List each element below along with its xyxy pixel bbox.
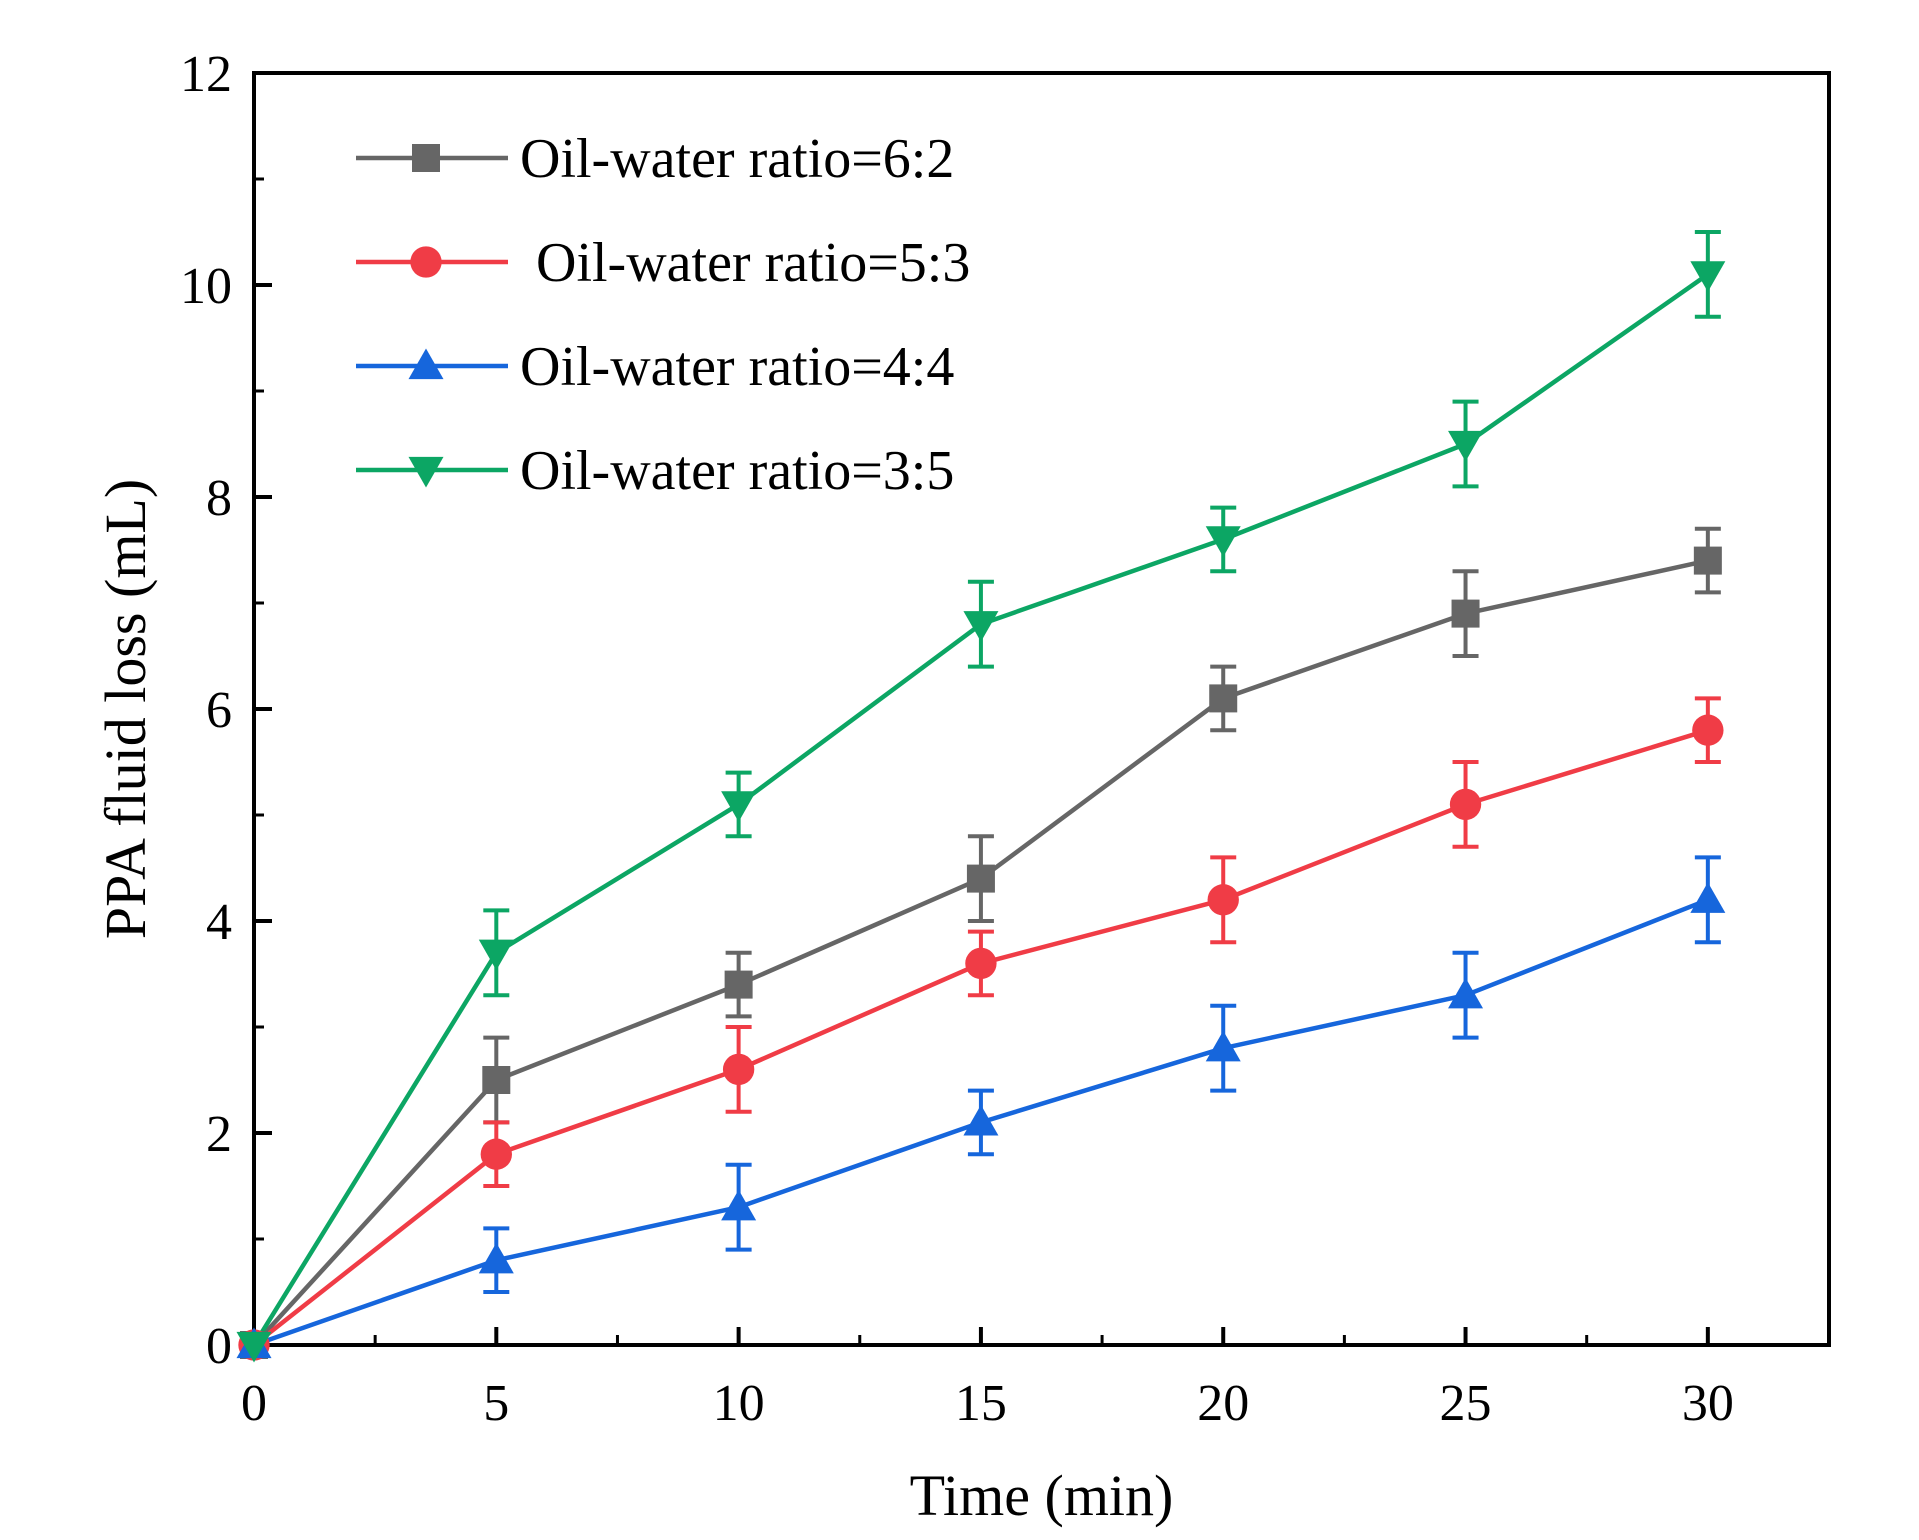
data-point (1448, 977, 1484, 1009)
legend-label: Oil-water ratio=3:5 (520, 440, 954, 502)
y-tick-label: 8 (206, 470, 232, 527)
y-tick-label: 4 (206, 894, 232, 951)
series-line (252, 272, 1710, 1347)
data-point (963, 611, 999, 642)
legend-label: Oil-water ratio=6:2 (520, 128, 954, 190)
legend: Oil-water ratio=6:2 Oil-water ratio=5:3 Oi… (356, 128, 970, 502)
error-bars-group (483, 230, 1721, 1294)
y-tick-label: 2 (206, 1106, 232, 1163)
data-point (722, 1053, 755, 1086)
x-tick-label: 10 (713, 1375, 765, 1432)
data-point (1205, 526, 1241, 557)
data-point (966, 864, 995, 893)
data-point (1693, 546, 1722, 575)
data-point (1209, 684, 1238, 713)
data-point (478, 939, 514, 971)
y-tick-label: 12 (180, 46, 232, 103)
y-axis-title: PPA fluid loss (mL) (93, 479, 158, 939)
y-tick-label: 10 (180, 258, 232, 315)
legend-label: Oil-water ratio=4:4 (520, 336, 954, 398)
data-point (236, 1331, 272, 1363)
x-tick-label: 20 (1197, 1375, 1249, 1432)
x-tick-label: 0 (241, 1375, 267, 1432)
legend-marker (410, 246, 442, 278)
data-point (1207, 884, 1239, 916)
series-line (252, 728, 1709, 1347)
data-point (1690, 261, 1726, 292)
legend-label: Oil-water ratio=5:3 (536, 232, 970, 294)
data-point (482, 1066, 511, 1094)
data-point (1449, 788, 1482, 821)
data-point (1690, 882, 1726, 913)
axes-group: 0 5 10 15 20 25 30 0 2 4 6 8 10 12 (180, 46, 1831, 1432)
legend-marker (408, 456, 444, 488)
x-tick-label: 25 (1440, 1375, 1492, 1432)
data-point (480, 1138, 512, 1170)
data-point (721, 1189, 757, 1221)
x-tick-label: 15 (955, 1375, 1007, 1432)
legend-marker (408, 348, 444, 380)
series-lines-group (252, 272, 1710, 1348)
data-point (1451, 599, 1480, 628)
x-axis-title: Time (min) (910, 1463, 1174, 1528)
y-tick-label: 6 (206, 682, 232, 739)
data-point (1692, 714, 1724, 746)
x-tick-label: 30 (1682, 1375, 1734, 1432)
data-point (478, 1242, 514, 1274)
data-point (721, 791, 757, 822)
series-markers-group (236, 261, 1726, 1363)
data-point (963, 1104, 999, 1136)
data-point (1448, 430, 1484, 462)
legend-marker (412, 144, 440, 172)
data-point (1205, 1030, 1241, 1062)
y-tick-label: 0 (206, 1318, 232, 1375)
data-point (965, 947, 997, 980)
x-tick-label: 5 (483, 1375, 509, 1432)
data-point (724, 970, 753, 999)
